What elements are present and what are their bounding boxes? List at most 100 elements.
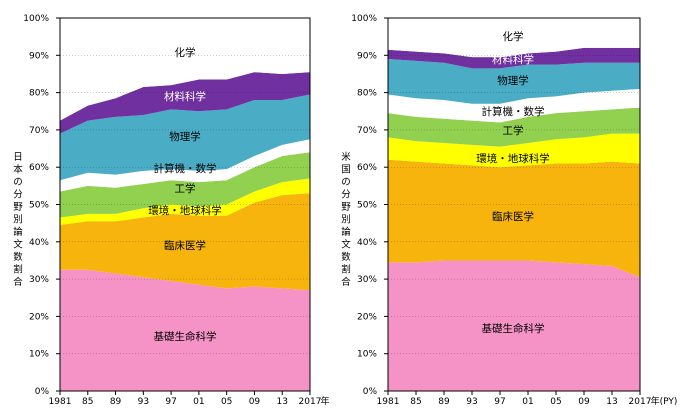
y-axis-label-char: の (341, 177, 351, 188)
x-tick-label: 85 (82, 397, 93, 407)
y-axis-label-char: 文 (13, 239, 23, 251)
series-label: 計算機・数学 (482, 105, 545, 118)
y-tick-label: 10% (29, 350, 49, 360)
area-series-7 (60, 10, 310, 121)
series-label: 工学 (175, 182, 196, 195)
x-tick-label: 05 (550, 397, 561, 407)
series-label: 計算機・数学 (154, 162, 217, 175)
y-axis: 0% 10% 20% 30% 40% 50% 60% 70% 80% 90% 100% (351, 14, 388, 397)
y-tick-label: 30% (29, 275, 49, 285)
x-tick-label: 09 (578, 397, 590, 407)
y-tick-label: 60% (357, 163, 377, 173)
x-tick-label: 89 (110, 397, 122, 407)
y-tick-label: 100% (23, 14, 49, 24)
y-tick-label: 20% (29, 312, 49, 322)
area-series-5 (60, 94, 310, 181)
y-axis-label-char: 本 (13, 164, 23, 176)
series-label: 基礎生命科学 (154, 330, 217, 343)
y-tick-label: 10% (357, 350, 377, 360)
area-series-1 (388, 159, 640, 278)
area-series-7 (388, 18, 640, 58)
x-axis-unit: 年 (320, 395, 329, 407)
y-axis-label-char: 分 (341, 190, 351, 201)
area-series-group (388, 18, 640, 391)
y-axis-label-char: 論 (13, 226, 23, 238)
area-series-6 (388, 47, 640, 69)
x-tick-label: 01 (193, 397, 204, 407)
chart-japan: 0% 10% 20% 30% 40% 50% 60% 70% 80% 90% 100% 1981 85… (13, 10, 330, 407)
series-label: 物理学 (169, 130, 201, 143)
x-tick-label: 89 (438, 397, 450, 407)
y-tick-label: 60% (29, 163, 49, 173)
area-series-6 (60, 72, 310, 134)
series-label: 化学 (175, 46, 196, 59)
y-tick-label: 50% (29, 201, 49, 211)
y-axis-label-char: 分 (13, 190, 23, 201)
series-label: 化学 (503, 30, 524, 43)
y-axis-label-char: 別 (13, 215, 23, 226)
y-axis-label-char: 論 (341, 226, 351, 238)
y-axis-label-char: 合 (13, 276, 23, 288)
y-tick-label: 0% (363, 387, 378, 397)
y-tick-label: 40% (29, 238, 49, 248)
y-tick-label: 70% (29, 126, 49, 136)
series-label: 材料科学 (164, 90, 206, 103)
area-series-2 (388, 133, 640, 168)
y-axis-label-char: 米 (341, 151, 351, 163)
x-tick-label: 97 (494, 397, 505, 407)
x-tick-label: 09 (249, 397, 261, 407)
y-axis-label-char: の (13, 177, 23, 188)
x-tick-label: 01 (522, 397, 533, 407)
x-tick-label: 1981 (377, 397, 400, 407)
chart-usa: 0% 10% 20% 30% 40% 50% 60% 70% 80% 90% 100% 1981 85… (341, 14, 677, 407)
x-tick-label: 93 (466, 397, 477, 407)
x-axis: 1981 85 89 93 97 01 05 09 13 2017 (377, 391, 652, 407)
area-series-3 (388, 107, 640, 147)
y-tick-label: 90% (29, 51, 49, 61)
x-tick-label: 13 (606, 397, 617, 407)
area-series-3 (60, 152, 310, 218)
y-axis-label-char: 国 (341, 165, 351, 176)
x-axis-unit: 年(PY) (651, 395, 678, 407)
y-tick-label: 100% (351, 14, 377, 24)
series-label: 臨床医学 (492, 210, 534, 223)
y-axis-label-char: 合 (341, 276, 351, 288)
y-tick-label: 80% (29, 89, 49, 99)
y-tick-label: 40% (357, 238, 377, 248)
area-series-2 (60, 178, 310, 226)
x-axis: 1981 85 89 93 97 01 05 09 13 2017 (49, 391, 321, 407)
series-label: 材料科学 (492, 53, 534, 66)
series-label: 基礎生命科学 (482, 322, 545, 335)
gridlines (388, 55, 640, 354)
y-axis-label-char: 野 (341, 202, 351, 213)
x-tick-label: 97 (165, 397, 176, 407)
y-axis-label-char: 数 (341, 251, 351, 263)
y-axis-label-char: 数 (13, 251, 23, 263)
y-tick-label: 80% (357, 89, 377, 99)
y-tick-label: 90% (357, 51, 377, 61)
y-axis: 0% 10% 20% 30% 40% 50% 60% 70% 80% 90% 100% (23, 14, 60, 397)
y-axis-label-char: 野 (13, 202, 23, 213)
area-series-group (60, 10, 310, 391)
x-tick-label: 05 (221, 397, 232, 407)
y-tick-label: 30% (357, 275, 377, 285)
x-tick-label: 2017 (629, 397, 652, 407)
x-tick-label: 93 (138, 397, 149, 407)
area-series-4 (60, 139, 310, 192)
area-series-0 (60, 269, 310, 391)
area-series-1 (60, 193, 310, 291)
y-tick-label: 70% (357, 126, 377, 136)
y-axis-label-char: 別 (341, 215, 351, 226)
y-axis-label-char: 割 (13, 264, 23, 276)
x-tick-label: 13 (276, 397, 287, 407)
y-axis-label-char: 日 (13, 152, 23, 163)
y-axis-label-char: 割 (341, 264, 351, 276)
area-series-0 (388, 260, 640, 391)
y-tick-label: 50% (357, 201, 377, 211)
series-label: 工学 (503, 124, 524, 137)
y-tick-label: 0% (35, 387, 50, 397)
